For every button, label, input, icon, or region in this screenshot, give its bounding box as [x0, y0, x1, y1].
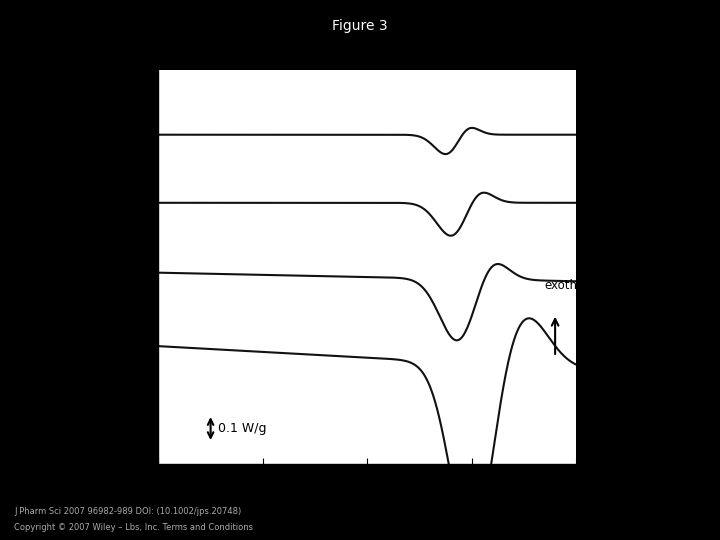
Text: exotherm: exotherm — [545, 279, 601, 292]
X-axis label: Temperature (°C): Temperature (°C) — [307, 489, 427, 503]
Text: Copyright © 2007 Wiley – Lbs, Inc. Terms and Conditions: Copyright © 2007 Wiley – Lbs, Inc. Terms… — [14, 523, 253, 532]
Text: 0.1 W/g: 0.1 W/g — [218, 422, 267, 435]
Text: J Pharm Sci 2007 96982-989 DOI: (10.1002/jps.20748): J Pharm Sci 2007 96982-989 DOI: (10.1002… — [14, 507, 242, 516]
Text: Figure 3: Figure 3 — [332, 19, 388, 33]
